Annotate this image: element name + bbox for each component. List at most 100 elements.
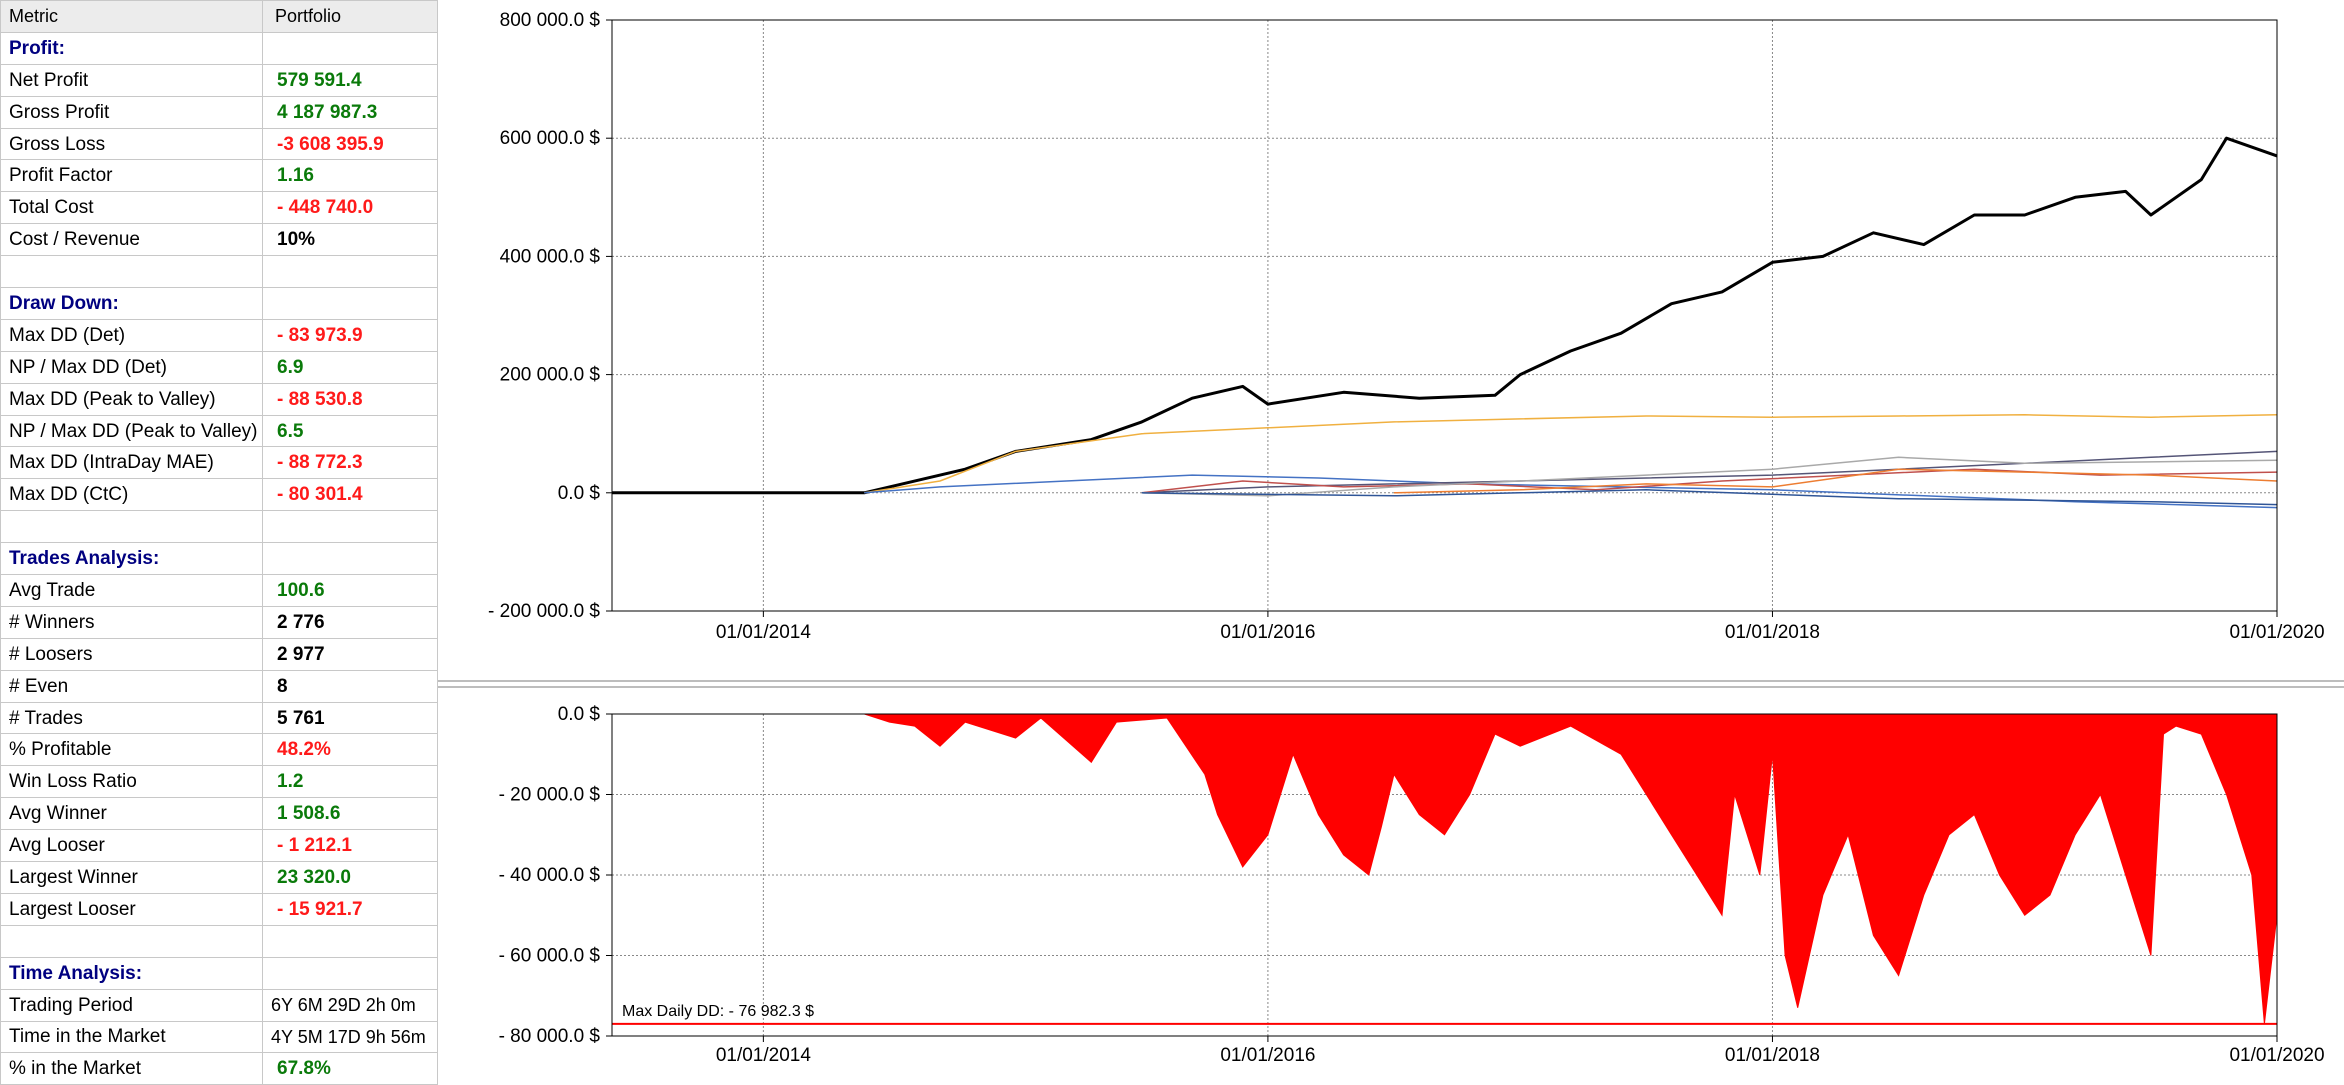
- equity-line-strategy: [1141, 450, 2278, 494]
- metric-label: Avg Looser: [0, 829, 263, 863]
- spacer-row: [0, 255, 438, 289]
- spacer-cell: [262, 510, 438, 544]
- metric-value: 4 187 987.3: [262, 95, 438, 129]
- metric-value: 1 508.6: [262, 797, 438, 831]
- equity-line-strategy: [1141, 489, 2278, 506]
- metric-value: 579 591.4: [262, 63, 438, 97]
- y-tick-label: - 40 000.0 $: [499, 865, 601, 886]
- metric-label: Win Loss Ratio: [0, 765, 263, 799]
- metric-row: Win Loss Ratio 1.2: [0, 765, 438, 799]
- metric-row: % in the Market 67.8%: [0, 1052, 438, 1085]
- spacer-cell: [0, 510, 263, 544]
- metric-label: Avg Trade: [0, 574, 263, 607]
- metric-value: 8: [262, 669, 438, 703]
- metric-value: 48.2%: [262, 733, 438, 767]
- drawdown-area: [864, 713, 2278, 1024]
- metric-label: # Winners: [0, 605, 263, 639]
- metric-label: Max DD (CtC): [0, 478, 263, 512]
- section-label: Trades Analysis:: [0, 542, 263, 576]
- metric-row: Max DD (IntraDay MAE) - 88 772.3: [0, 446, 438, 480]
- x-tick-label: 01/01/2014: [716, 622, 812, 643]
- metric-label: Gross Profit: [0, 95, 263, 129]
- y-tick-label: 200 000.0 $: [500, 365, 601, 386]
- table-header-row: Metric Portfolio: [0, 0, 438, 33]
- metric-row: Cost / Revenue 10%: [0, 223, 438, 257]
- metric-value: - 15 921.7: [262, 892, 438, 926]
- metric-row: Max DD (Peak to Valley) - 88 530.8: [0, 382, 438, 416]
- equity-line-strategy: [864, 414, 2278, 494]
- metric-value: 23 320.0: [262, 861, 438, 894]
- metric-row: % Profitable 48.2%: [0, 733, 438, 767]
- y-tick-label: 0.0 $: [558, 483, 601, 504]
- metric-row: # Even 8: [0, 669, 438, 703]
- y-tick-label: - 60 000.0 $: [499, 946, 601, 967]
- metric-label: Trading Period: [0, 988, 263, 1022]
- metric-label: Largest Looser: [0, 892, 263, 926]
- metric-value: 6Y 6M 29D 2h 0m: [262, 988, 438, 1022]
- spacer-cell: [0, 255, 263, 289]
- x-tick-label: 01/01/2014: [716, 1045, 812, 1066]
- metric-label: # Trades: [0, 701, 263, 735]
- chart-splitter[interactable]: [438, 680, 2344, 688]
- metric-label: % Profitable: [0, 733, 263, 767]
- metric-row: Avg Trade 100.6: [0, 574, 438, 607]
- x-tick-label: 01/01/2018: [1725, 622, 1820, 643]
- spacer-row: [0, 510, 438, 544]
- x-tick-label: 01/01/2016: [1220, 1045, 1315, 1066]
- spacer-cell: [262, 924, 438, 958]
- metric-row: Max DD (CtC) - 80 301.4: [0, 478, 438, 512]
- metric-value: 2 977: [262, 637, 438, 671]
- x-tick-label: 01/01/2020: [2229, 622, 2324, 643]
- metric-value: -3 608 395.9: [262, 127, 438, 161]
- metric-value: 2 776: [262, 605, 438, 639]
- plot-area-border: [611, 713, 2278, 1037]
- section-label: Draw Down:: [0, 287, 263, 320]
- metric-label: Cost / Revenue: [0, 223, 263, 257]
- max-dd-annotation: Max Daily DD: - 76 982.3 $: [622, 1003, 814, 1020]
- equity-chart: 01/01/2014 01/01/2016 01/01/2018 01/01/2020…: [488, 10, 2325, 643]
- metric-row: Largest Winner 23 320.0: [0, 861, 438, 894]
- plot-area-border: [611, 19, 2278, 612]
- metric-value: - 448 740.0: [262, 191, 438, 225]
- y-tick-label: 800 000.0 $: [500, 10, 601, 31]
- metrics-table-body: Metric Portfolio Profit: Net Profit 579 591.…: [0, 0, 438, 1085]
- metric-label: NP / Max DD (Peak to Valley): [0, 414, 263, 448]
- metric-value: 4Y 5M 17D 9h 56m: [262, 1020, 438, 1054]
- column-header-metric: Metric: [0, 0, 263, 33]
- metric-label: NP / Max DD (Det): [0, 350, 263, 384]
- metric-value: - 88 530.8: [262, 382, 438, 416]
- equity-line-portfolio: [612, 136, 2278, 495]
- metric-row: Largest Looser - 15 921.7: [0, 892, 438, 926]
- section-header: Trades Analysis:: [0, 542, 438, 576]
- section-value: [262, 31, 438, 65]
- y-tick-label: - 80 000.0 $: [499, 1026, 601, 1047]
- metric-row: # Winners 2 776: [0, 605, 438, 639]
- section-label: Time Analysis:: [0, 956, 263, 990]
- metric-row: Net Profit 579 591.4: [0, 63, 438, 97]
- metric-value: 6.9: [262, 350, 438, 384]
- x-tick-label: 01/01/2016: [1220, 622, 1315, 643]
- x-tick-label: 01/01/2018: [1725, 1045, 1820, 1066]
- metric-value: 67.8%: [262, 1052, 438, 1085]
- y-tick-label: 600 000.0 $: [500, 128, 601, 149]
- metric-row: Avg Winner 1 508.6: [0, 797, 438, 831]
- metric-row: Trading Period 6Y 6M 29D 2h 0m: [0, 988, 438, 1022]
- x-tick-label: 01/01/2020: [2229, 1045, 2324, 1066]
- drawdown-chart: 01/01/2014 01/01/2016 01/01/2018 01/01/2020…: [499, 704, 2325, 1066]
- metric-value: 6.5: [262, 414, 438, 448]
- metric-row: # Loosers 2 977: [0, 637, 438, 671]
- metric-value: 5 761: [262, 701, 438, 735]
- metric-label: Gross Loss: [0, 127, 263, 161]
- equity-line-strategy: [1393, 468, 2278, 494]
- metric-label: Max DD (Peak to Valley): [0, 382, 263, 416]
- metrics-table: Metric Portfolio Profit: Net Profit 579 591.…: [0, 0, 438, 1085]
- metric-label: Total Cost: [0, 191, 263, 225]
- metric-row: # Trades 5 761: [0, 701, 438, 735]
- metric-value: 1.2: [262, 765, 438, 799]
- column-header-portfolio: Portfolio: [262, 0, 438, 33]
- y-tick-label: 0.0 $: [558, 704, 601, 725]
- metric-row: Time in the Market 4Y 5M 17D 9h 56m: [0, 1020, 438, 1054]
- section-header: Profit:: [0, 31, 438, 65]
- metric-label: % in the Market: [0, 1052, 263, 1085]
- y-tick-label: - 20 000.0 $: [499, 785, 601, 806]
